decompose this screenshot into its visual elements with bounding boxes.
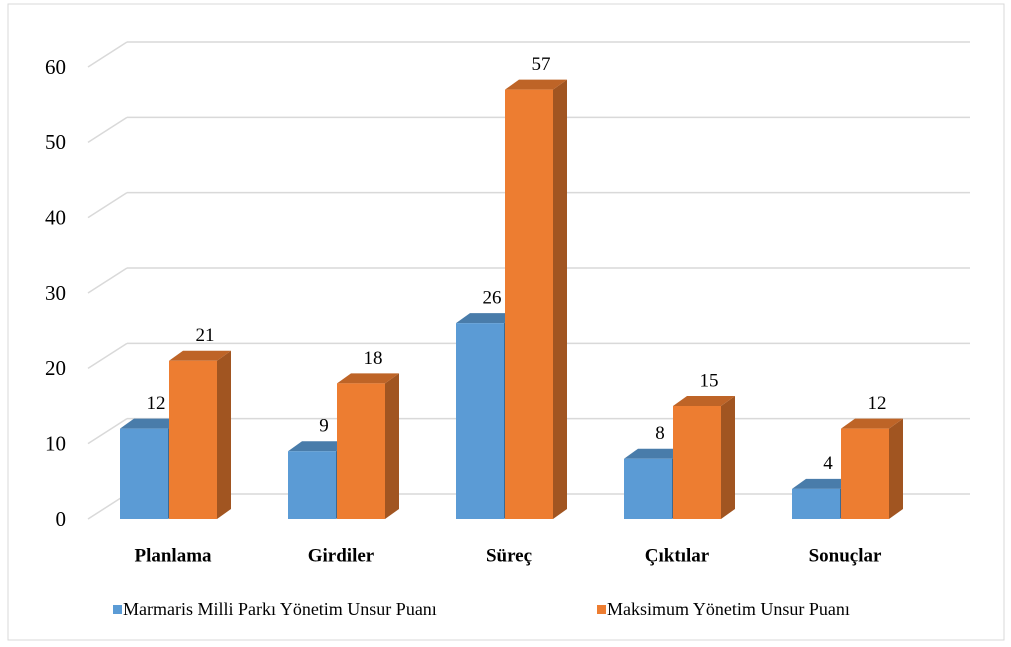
y-tick-label: 50 xyxy=(45,130,66,154)
x-tick-label: Sonuçlar xyxy=(809,545,882,566)
data-label: 4 xyxy=(823,453,833,474)
data-label: 26 xyxy=(483,287,502,308)
bar-front xyxy=(673,406,721,519)
bar-front xyxy=(456,323,504,519)
bar-top xyxy=(120,418,182,429)
x-tick-label: Planlama xyxy=(134,545,212,566)
grid-line-floor xyxy=(87,267,128,294)
grid-line-floor xyxy=(87,116,128,143)
bar xyxy=(169,350,231,519)
bar-top xyxy=(456,313,518,324)
y-tick-label: 30 xyxy=(45,281,66,305)
data-label: 9 xyxy=(319,416,329,437)
x-tick-label: Çıktılar xyxy=(645,545,710,566)
bar-top xyxy=(792,478,854,489)
bar xyxy=(505,79,567,519)
grid-line-floor xyxy=(87,41,128,68)
bar-side xyxy=(385,373,399,519)
bar-top xyxy=(288,441,350,452)
bar-top xyxy=(169,350,231,361)
bar-front xyxy=(505,89,553,519)
legend-label: Marmaris Milli Parkı Yönetim Unsur Puanı xyxy=(123,599,437,619)
y-tick-label: 60 xyxy=(45,55,66,79)
data-label: 57 xyxy=(532,54,551,75)
bar-front xyxy=(337,383,385,519)
bar-top xyxy=(673,396,735,406)
x-tick-label: Girdiler xyxy=(308,545,375,566)
data-label: 12 xyxy=(147,393,166,414)
legend-swatch xyxy=(597,605,606,614)
data-label: 12 xyxy=(868,393,887,414)
bar xyxy=(841,418,903,519)
data-label: 18 xyxy=(364,348,383,369)
bar-front xyxy=(624,458,672,519)
grid-line-floor xyxy=(87,342,128,369)
bar-front xyxy=(841,428,889,519)
bar-side xyxy=(217,350,231,519)
y-tick-label: 40 xyxy=(45,205,66,229)
bar-top xyxy=(841,418,903,429)
bar-front xyxy=(288,451,336,519)
data-label: 15 xyxy=(700,370,719,391)
bar-side xyxy=(721,396,735,519)
grid-line-floor xyxy=(87,192,128,219)
legend-label: Maksimum Yönetim Unsur Puanı xyxy=(607,599,850,619)
legend-swatch xyxy=(113,605,122,614)
grid-line-floor xyxy=(87,418,128,445)
x-tick-label: Süreç xyxy=(486,545,532,566)
y-tick-label: 0 xyxy=(56,507,67,531)
bar-front xyxy=(120,428,168,519)
bar-front xyxy=(792,488,840,519)
bar-front xyxy=(169,360,217,519)
bar xyxy=(673,396,735,519)
bar-top xyxy=(624,448,686,459)
data-label: 8 xyxy=(655,423,665,444)
y-tick-label: 10 xyxy=(45,431,66,455)
chart-border xyxy=(7,3,1005,641)
data-label: 21 xyxy=(196,325,215,346)
bar-top xyxy=(505,79,567,90)
y-tick-label: 20 xyxy=(45,356,66,380)
bar-top xyxy=(337,373,399,384)
bar-side xyxy=(553,79,567,519)
bar xyxy=(337,373,399,519)
bar-side xyxy=(889,418,903,519)
